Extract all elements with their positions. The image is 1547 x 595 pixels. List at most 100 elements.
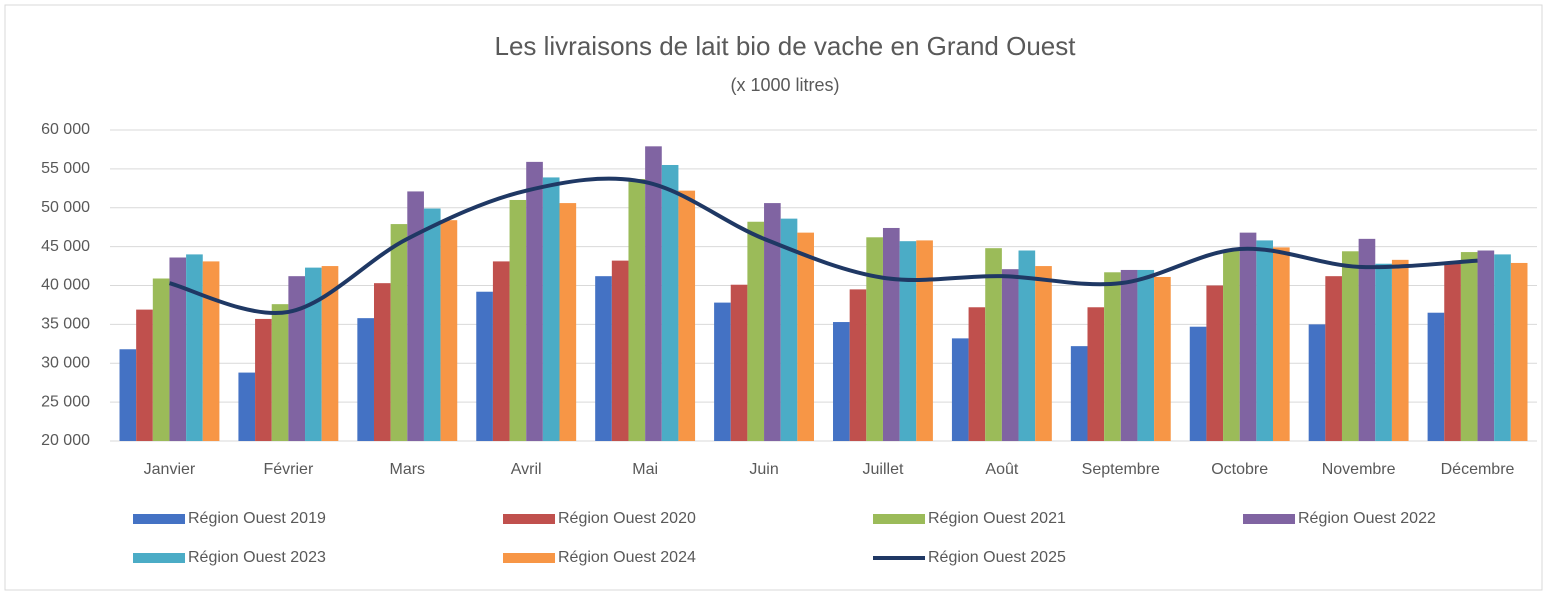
y-tick-label: 60 000: [41, 121, 90, 138]
bar: [1391, 259, 1409, 441]
chart-subtitle: (x 1000 litres): [730, 75, 839, 95]
bar: [1018, 250, 1036, 441]
x-tick-label: Mai: [632, 461, 658, 478]
legend-label: Région Ouest 2023: [188, 549, 326, 566]
bar: [136, 309, 153, 441]
y-tick-label: 30 000: [41, 354, 90, 371]
bar: [595, 276, 612, 441]
bar: [1223, 250, 1240, 441]
x-tick-label: Janvier: [144, 461, 196, 478]
bar: [882, 227, 900, 441]
bar: [747, 221, 765, 441]
bar: [968, 307, 986, 441]
bar: [714, 302, 731, 441]
bar: [1001, 269, 1019, 441]
x-tick-label: Octobre: [1211, 461, 1268, 478]
bar: [1104, 272, 1121, 441]
bar: [526, 161, 543, 441]
bar: [797, 232, 814, 441]
bar: [1189, 326, 1207, 441]
bar: [1087, 307, 1105, 441]
bar: [271, 304, 289, 441]
x-tick-label: Février: [263, 461, 313, 478]
y-tick-label: 40 000: [41, 277, 90, 294]
legend-label: Région Ouest 2021: [928, 510, 1066, 527]
bar: [152, 278, 170, 441]
bar: [119, 349, 137, 441]
y-tick-label: 45 000: [41, 238, 90, 255]
bar: [899, 241, 917, 441]
bar: [492, 261, 510, 441]
bar: [1325, 276, 1342, 441]
bar: [509, 199, 527, 441]
bar: [730, 284, 748, 441]
legend-swatch: [503, 514, 555, 524]
bar: [1256, 240, 1274, 441]
legend-swatch: [133, 553, 185, 563]
bar: [390, 224, 408, 441]
bar: [1154, 276, 1171, 441]
bar: [1341, 251, 1359, 441]
bar: [440, 220, 458, 441]
bar: [1070, 346, 1088, 441]
bar: [305, 267, 322, 441]
legend-swatch: [873, 514, 925, 524]
bar: [1308, 324, 1326, 441]
bar: [559, 203, 577, 441]
bar: [1375, 263, 1392, 441]
bar: [661, 164, 679, 442]
bar: [321, 266, 339, 441]
bar: [1137, 269, 1155, 441]
bar: [1444, 263, 1461, 441]
bar: [833, 322, 850, 441]
bar: [423, 208, 441, 441]
x-tick-label: Septembre: [1082, 461, 1160, 478]
bar: [202, 261, 220, 441]
y-tick-label: 35 000: [41, 316, 90, 333]
bar: [238, 372, 256, 441]
bar: [1035, 266, 1052, 441]
bar: [357, 318, 374, 441]
bar: [1120, 269, 1138, 441]
legend-label: Région Ouest 2024: [558, 549, 696, 566]
bar: [628, 178, 646, 442]
bar: [476, 291, 493, 441]
bar: [255, 318, 272, 441]
bar: [169, 257, 187, 441]
bar: [764, 203, 781, 441]
bar: [1427, 312, 1445, 441]
legend-swatch: [1243, 514, 1295, 524]
bar: [1206, 285, 1224, 441]
bar: [407, 191, 424, 441]
y-tick-label: 25 000: [41, 393, 90, 410]
x-tick-label: Mars: [390, 461, 426, 478]
legend-swatch: [503, 553, 555, 563]
x-tick-label: Avril: [511, 461, 542, 478]
legend-label: Région Ouest 2019: [188, 510, 326, 527]
bar: [780, 218, 798, 441]
bar: [1494, 254, 1511, 441]
bar: [1273, 247, 1290, 441]
x-tick-label: Novembre: [1322, 461, 1396, 478]
bar: [1510, 262, 1528, 441]
bar: [1460, 252, 1478, 441]
bar: [916, 240, 933, 441]
bar: [678, 190, 696, 441]
bar: [186, 254, 203, 441]
x-tick-label: Juin: [749, 461, 778, 478]
bar: [1477, 250, 1495, 441]
bar: [611, 260, 629, 441]
legend-label: Région Ouest 2022: [1298, 510, 1436, 527]
line: [168, 176, 1478, 316]
bar: [866, 237, 883, 441]
y-tick-label: 50 000: [41, 199, 90, 216]
bar: [1358, 238, 1376, 441]
bar: [1239, 232, 1257, 441]
bar: [985, 248, 1002, 441]
legend-label: Région Ouest 2020: [558, 510, 696, 527]
bar: [849, 289, 867, 441]
legend-swatch: [133, 514, 185, 524]
legend-label: Région Ouest 2025: [928, 549, 1066, 566]
x-tick-label: Août: [985, 461, 1018, 478]
